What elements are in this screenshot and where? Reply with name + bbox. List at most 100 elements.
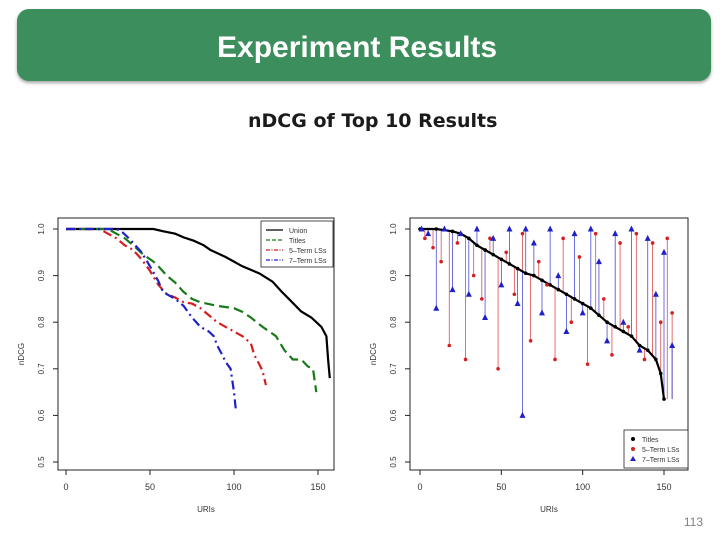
chart-2: 0 50 100 150 0.5 0.6 0.7 0.8 0.9 1.0 URIs nDCG Title… (369, 217, 689, 514)
data-point (507, 262, 512, 266)
y-tick-label: 1.0 (389, 223, 398, 235)
data-point (441, 225, 448, 232)
slide-subtitle: nDCG of Top 10 Results (248, 110, 498, 132)
data-point (587, 225, 594, 232)
data-point (585, 362, 590, 366)
y-tick-label: 0.6 (37, 409, 46, 421)
data-point (515, 266, 520, 271)
chart-1: 0 50 100 150 0.5 0.6 0.7 0.8 0.9 1.0 URIs nDCG Union… (17, 217, 335, 514)
data-point (556, 287, 561, 292)
x-tick-label: 50 (496, 482, 506, 492)
x-tick-label: 0 (63, 482, 68, 492)
data-point (530, 239, 537, 246)
data-point (455, 241, 460, 245)
data-point (512, 292, 517, 297)
data-point (654, 357, 658, 362)
data-point (637, 343, 642, 348)
data-point (467, 236, 471, 241)
legend-swatch (630, 456, 636, 461)
y-tick-label: 1.0 (37, 223, 46, 235)
data-point (506, 225, 513, 232)
data-point (536, 259, 541, 264)
x-axis-label: URIs (540, 505, 558, 514)
legend-swatch (631, 437, 635, 441)
legend-entry: 5–Term LSs (289, 248, 327, 255)
slide-title: Experiment Results (217, 31, 498, 64)
legend-entry: 5–Term LSs (642, 447, 680, 454)
x-tick-label: 0 (417, 482, 422, 492)
page-number: 113 (683, 515, 703, 529)
data-point (553, 357, 557, 362)
legend-entry: Titles (289, 238, 306, 245)
data-point (577, 255, 582, 259)
x-axis-label: URIs (197, 505, 215, 514)
data-point (644, 234, 651, 241)
plot-area (66, 227, 331, 409)
data-point (514, 300, 521, 307)
data-point (519, 411, 526, 418)
data-point (520, 231, 525, 236)
x-tick-label: 50 (145, 482, 155, 492)
data-point (418, 225, 425, 232)
data-point (499, 257, 504, 262)
data-point (475, 243, 479, 248)
y-tick-label: 0.6 (389, 409, 398, 421)
data-point (491, 252, 496, 257)
data-point (457, 230, 464, 237)
data-point (496, 367, 500, 371)
data-point (564, 292, 569, 297)
data-point (449, 286, 456, 293)
data-point (532, 273, 536, 278)
y-tick-label: 0.7 (389, 363, 398, 375)
data-point (571, 230, 578, 237)
data-point (579, 309, 586, 316)
y-tick-label: 0.9 (37, 269, 46, 281)
data-point (645, 348, 650, 352)
data-point (465, 290, 472, 297)
y-axis-label: nDCG (17, 343, 26, 365)
data-point (433, 304, 440, 311)
series-line-7-term-lss (66, 227, 237, 409)
titles-curve (420, 227, 666, 400)
x-tick-label: 100 (226, 482, 241, 492)
data-point (471, 273, 476, 278)
data-point (569, 320, 574, 325)
data-point (572, 297, 577, 301)
y-tick-label: 0.5 (389, 456, 398, 468)
data-point (618, 241, 622, 245)
data-point (636, 346, 643, 353)
data-point (669, 342, 676, 348)
data-point (658, 371, 663, 376)
data-point (650, 241, 655, 245)
y-tick-label: 0.9 (389, 269, 398, 281)
data-point (628, 225, 635, 232)
data-point (612, 230, 619, 237)
plot-frame (409, 217, 689, 471)
data-point (473, 225, 480, 232)
data-point (670, 311, 674, 315)
data-point (563, 328, 570, 335)
series-line-titles (66, 227, 318, 393)
data-point (545, 283, 549, 287)
data-point (634, 231, 639, 236)
data-point (620, 318, 627, 325)
data-point (652, 290, 659, 297)
data-point (431, 245, 435, 250)
x-tick-label: 150 (656, 482, 671, 492)
data-point (642, 357, 647, 362)
data-point (555, 272, 562, 279)
plot-area (418, 225, 676, 418)
data-point (561, 236, 565, 241)
y-tick-label: 0.7 (37, 363, 46, 375)
data-point (523, 271, 528, 276)
data-point (539, 309, 545, 316)
data-point (490, 234, 497, 241)
data-point (450, 229, 455, 234)
legend-entry: Titles (642, 437, 659, 444)
data-point (540, 278, 544, 283)
data-point (604, 337, 611, 344)
data-point (595, 258, 602, 265)
data-point (626, 325, 631, 329)
data-point (589, 306, 593, 311)
